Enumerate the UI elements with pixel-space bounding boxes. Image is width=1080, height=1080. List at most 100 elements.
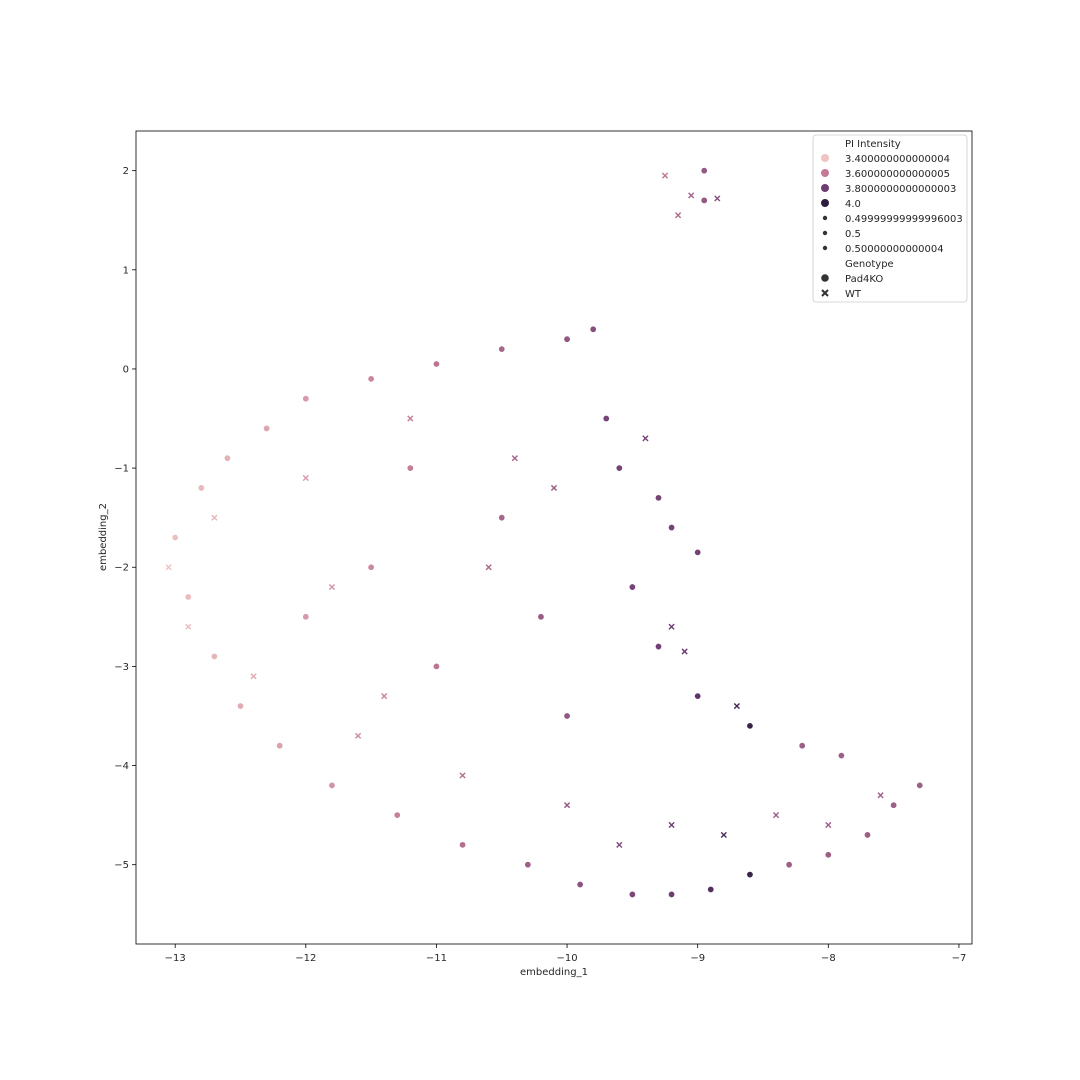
- data-point: [628, 890, 636, 898]
- legend-size-label-0: 0.49999999999996003: [845, 214, 963, 225]
- legend-hue-marker-1: [821, 169, 829, 177]
- x-tick-label: −10: [557, 953, 578, 964]
- x-tick-label: −13: [165, 953, 186, 964]
- data-point: [263, 424, 271, 432]
- legend-hue-marker-3: [821, 199, 829, 207]
- data-point: [498, 514, 506, 522]
- data-point: [197, 484, 205, 492]
- data-point: [381, 693, 388, 700]
- plot-frame: [135, 130, 973, 945]
- data-point: [563, 712, 571, 720]
- data-point: [700, 167, 708, 175]
- y-tick-label: −5: [114, 860, 129, 871]
- legend-hue-marker-0: [821, 154, 829, 162]
- data-point: [210, 652, 218, 660]
- series-wt: [165, 172, 884, 848]
- data-point: [524, 861, 532, 869]
- y-tick-label: −3: [114, 662, 129, 673]
- legend-style-label-wt: WT: [845, 289, 862, 300]
- data-point: [798, 742, 806, 750]
- data-point: [302, 613, 310, 621]
- data-point: [654, 494, 662, 502]
- data-point: [589, 325, 597, 333]
- data-point: [615, 464, 623, 472]
- data-point: [237, 702, 245, 710]
- data-point: [668, 890, 676, 898]
- data-point: [576, 881, 584, 889]
- data-point: [772, 812, 780, 819]
- legend-hue-title: PI Intensity: [845, 139, 901, 150]
- data-point: [668, 821, 675, 829]
- data-point: [707, 885, 715, 893]
- data-point: [302, 474, 309, 482]
- data-point: [537, 613, 545, 621]
- legend-style-marker-pad4ko: [821, 274, 829, 282]
- legend-style-title: Genotype: [845, 259, 894, 270]
- data-point: [432, 360, 440, 368]
- y-tick-label: −1: [114, 464, 129, 475]
- x-tick-label: −7: [952, 953, 967, 964]
- data-point: [661, 172, 669, 179]
- data-point: [694, 692, 702, 700]
- y-tick-label: 2: [123, 166, 129, 177]
- data-point: [674, 212, 682, 219]
- data-point: [165, 564, 172, 571]
- data-point: [354, 732, 362, 739]
- y-tick-label: 1: [123, 265, 129, 276]
- data-point: [328, 583, 336, 591]
- data-point: [223, 454, 231, 462]
- data-point: [367, 563, 375, 571]
- y-tick-label: −4: [114, 761, 129, 772]
- data-point: [563, 802, 571, 809]
- data-point: [863, 831, 871, 839]
- x-tick-label: −9: [690, 953, 705, 964]
- legend-hue-label-1: 3.600000000000005: [845, 169, 950, 180]
- data-point: [302, 395, 310, 403]
- data-point: [746, 722, 754, 730]
- y-tick-label: −2: [114, 563, 129, 574]
- data-point: [681, 648, 688, 655]
- y-tick-label: 0: [123, 364, 129, 375]
- data-point: [654, 643, 662, 651]
- legend-size-marker-2: [822, 245, 828, 251]
- data-point: [642, 435, 649, 442]
- legend-hue-marker-2: [821, 184, 829, 192]
- legend-size-label-2: 0.50000000000004: [845, 244, 944, 255]
- data-point: [407, 415, 414, 422]
- legend-style-label-pad4ko: Pad4KO: [845, 274, 883, 285]
- data-point: [485, 564, 492, 571]
- legend-size-label-1: 0.5: [845, 229, 861, 240]
- data-point: [276, 742, 284, 750]
- series-pad4ko: [171, 167, 924, 898]
- data-point: [406, 464, 414, 472]
- legend-box: [812, 134, 968, 303]
- data-point: [877, 792, 884, 799]
- y-axis-label: embedding_2: [98, 503, 109, 571]
- data-point: [171, 533, 179, 541]
- data-point: [367, 375, 375, 383]
- data-point: [890, 801, 898, 809]
- data-point: [563, 335, 571, 343]
- data-point: [459, 772, 466, 779]
- data-point: [211, 514, 218, 521]
- data-point: [694, 548, 702, 556]
- data-point: [837, 752, 845, 760]
- x-axis-label: embedding_1: [520, 967, 588, 978]
- data-point: [700, 196, 708, 204]
- x-tick-label: −11: [426, 953, 447, 964]
- data-point: [628, 583, 636, 591]
- data-point: [250, 673, 257, 680]
- data-point: [733, 702, 740, 710]
- data-point: [602, 415, 610, 423]
- legend-hue-label-3: 4.0: [845, 199, 861, 210]
- data-point: [668, 623, 675, 630]
- data-point: [498, 345, 506, 353]
- data-point: [328, 781, 336, 789]
- data-point: [688, 192, 695, 199]
- legend-hue-label-0: 3.400000000000004: [845, 154, 950, 165]
- y-axis: −5 −4 −3 −2 −1 0 1 2: [114, 166, 136, 871]
- data-point: [459, 841, 467, 849]
- legend-hue-label-2: 3.8000000000000003: [845, 184, 956, 195]
- data-point: [185, 623, 192, 630]
- data-point: [916, 781, 924, 789]
